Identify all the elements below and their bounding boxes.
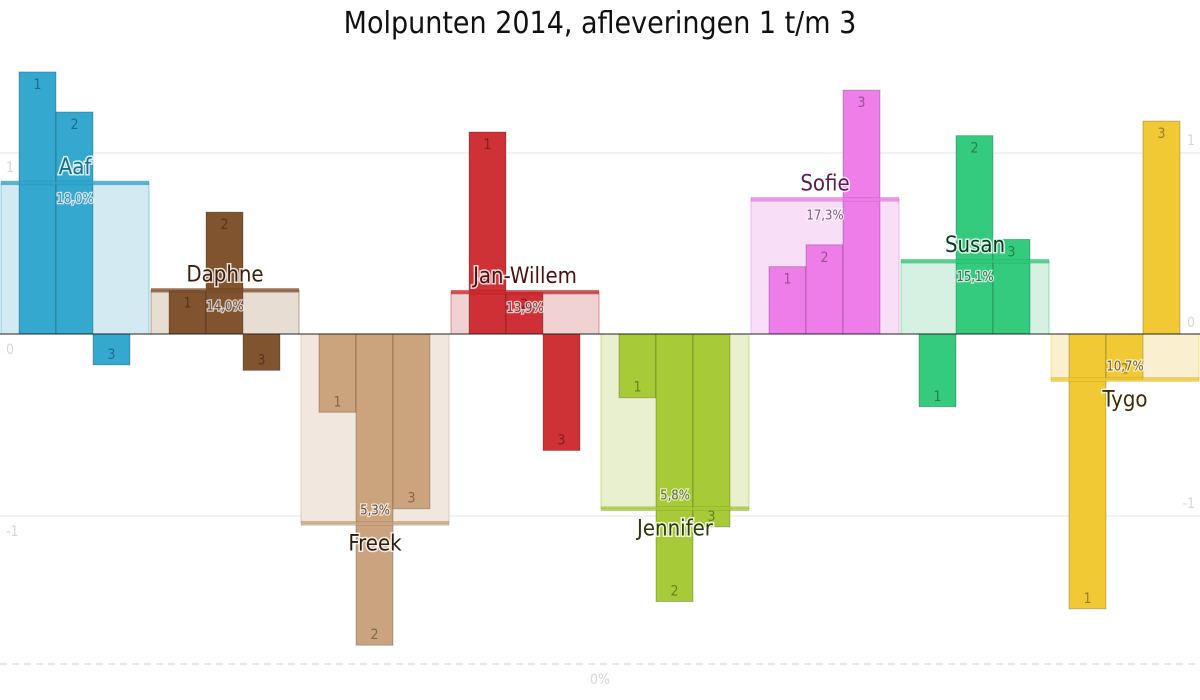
contestant-name: Aaf bbox=[59, 155, 93, 180]
contestant-name: Sofie bbox=[800, 171, 849, 196]
average-line bbox=[300, 521, 450, 526]
contestant-name: Tygo bbox=[1101, 388, 1147, 413]
episode-label-2: 2 bbox=[520, 297, 528, 313]
contestant-daphne: 1 2 3 14,0% Daphne bbox=[150, 211, 300, 371]
episode-label-3: 3 bbox=[257, 352, 265, 368]
percent-label: 17,3% bbox=[806, 208, 843, 223]
contestant-aaf: 1 2 3 18,0% Aaf bbox=[0, 71, 150, 366]
episode-bar-1 bbox=[468, 131, 507, 335]
episode-label-1: 1 bbox=[183, 295, 191, 311]
episode-bar-3 bbox=[392, 333, 431, 510]
y-tick-right-bottom: -1 bbox=[1182, 496, 1195, 512]
contestant-sofie: 1 2 3 17,3% Sofie bbox=[750, 89, 900, 335]
contestant-freek: 1 2 3 5,3% Freek bbox=[300, 333, 450, 646]
percent-label: 10,7% bbox=[1106, 360, 1143, 375]
contestant-name: Daphne bbox=[186, 262, 263, 287]
episode-bar-2 bbox=[55, 111, 94, 335]
average-line bbox=[750, 197, 900, 202]
percent-label: 13,9% bbox=[506, 301, 543, 316]
episode-bar-1 bbox=[618, 333, 657, 399]
episode-bar-3 bbox=[542, 333, 581, 451]
episode-bar-2 bbox=[355, 333, 394, 646]
episode-bar-3 bbox=[1142, 120, 1181, 335]
episode-label-2: 2 bbox=[70, 117, 78, 133]
average-line bbox=[450, 289, 600, 295]
episode-label-1: 1 bbox=[633, 380, 641, 396]
y-tick-right-zero: 0 bbox=[1187, 315, 1195, 331]
average-line bbox=[150, 288, 300, 293]
chart-title: Molpunten 2014, afleveringen 1 t/m 3 bbox=[344, 6, 857, 41]
contestant-name: Freek bbox=[348, 531, 402, 556]
contestant-jan-willem: 1 2 3 13,9% Jan-Willem bbox=[450, 131, 600, 451]
average-line bbox=[0, 180, 150, 186]
episode-bar-2 bbox=[205, 211, 244, 335]
episode-bar-2 bbox=[655, 333, 694, 603]
episode-bar-3 bbox=[92, 333, 131, 366]
episode-label-3: 3 bbox=[407, 491, 415, 507]
average-line bbox=[1050, 377, 1200, 382]
y-tick-left-top: 1 bbox=[6, 160, 14, 176]
episode-bar-3 bbox=[692, 333, 731, 528]
episode-label-1: 1 bbox=[483, 137, 491, 153]
episode-label-1: 1 bbox=[333, 394, 341, 410]
baseline-label: 0% bbox=[590, 672, 610, 688]
contestant-jennifer: 1 2 3 5,8% Jennifer bbox=[600, 333, 750, 603]
episode-label-2: 2 bbox=[220, 217, 228, 233]
average-line bbox=[600, 506, 750, 511]
episode-bar-1 bbox=[18, 71, 57, 335]
episode-bar-2 bbox=[955, 135, 994, 335]
episode-bar-1 bbox=[1068, 333, 1107, 610]
contestant-name: Susan bbox=[945, 233, 1005, 258]
episode-label-2: 2 bbox=[1120, 362, 1128, 378]
episode-label-3: 3 bbox=[107, 347, 115, 363]
contestant-tygo: 1 2 3 10,7% Tygo bbox=[1050, 120, 1200, 610]
episode-label-2: 2 bbox=[970, 141, 978, 157]
percent-label: 15,1% bbox=[956, 270, 993, 285]
y-tick-left-bottom: -1 bbox=[6, 524, 19, 540]
episode-bar-1 bbox=[168, 289, 207, 335]
contestant-name: Jan-Willem bbox=[471, 264, 577, 289]
contestant-groups: 1 2 3 18,0% Aaf 1 2 3 14,0% Daphne 1 2 3 5,3% Freek 1 2 3… bbox=[0, 71, 1200, 646]
y-tick-left-zero: 0 bbox=[6, 342, 14, 358]
percent-label: 5,3% bbox=[360, 503, 390, 518]
episode-label-1: 1 bbox=[1083, 591, 1091, 607]
percent-label: 18,0% bbox=[56, 192, 93, 207]
episode-bar-1 bbox=[918, 333, 957, 408]
episode-label-3: 3 bbox=[707, 509, 715, 525]
average-line bbox=[900, 258, 1050, 264]
episode-label-1: 1 bbox=[33, 77, 41, 93]
episode-label-2: 2 bbox=[370, 627, 378, 643]
contestant-name: Jennifer bbox=[635, 517, 714, 542]
episode-label-3: 3 bbox=[1157, 126, 1165, 142]
episode-label-3: 3 bbox=[1007, 244, 1015, 260]
episode-label-2: 2 bbox=[820, 250, 828, 266]
percent-label: 5,8% bbox=[660, 489, 690, 504]
episode-bar-3 bbox=[242, 333, 281, 371]
episode-label-3: 3 bbox=[557, 432, 565, 448]
episode-label-1: 1 bbox=[783, 272, 791, 288]
episode-label-2: 2 bbox=[670, 584, 678, 600]
episode-label-1: 1 bbox=[933, 389, 941, 405]
percent-label: 14,0% bbox=[206, 299, 243, 314]
episode-bar-3 bbox=[842, 89, 881, 335]
contestant-susan: 1 2 3 15,1% Susan bbox=[900, 135, 1050, 408]
episode-label-3: 3 bbox=[857, 95, 865, 111]
y-tick-right-top: 1 bbox=[1187, 133, 1195, 149]
episode-bar-3 bbox=[992, 238, 1031, 335]
